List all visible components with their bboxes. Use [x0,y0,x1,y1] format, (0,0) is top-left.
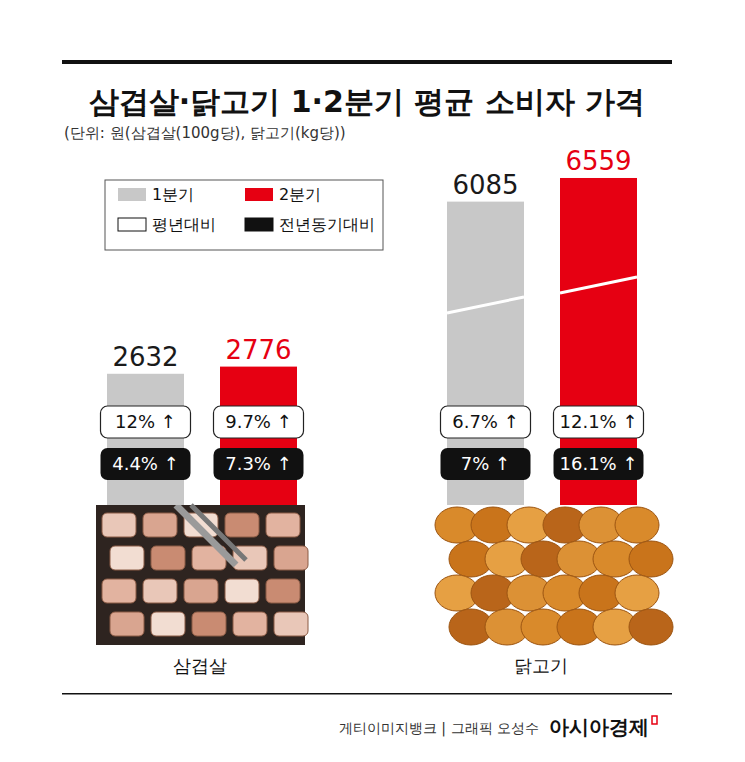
badge-label: 4.4% ↑ [112,453,179,474]
badge-label: 7.3% ↑ [225,453,292,474]
publisher: 아시아경제 [549,715,649,739]
legend-swatch [245,188,273,201]
badge-label: 6.7% ↑ [452,411,519,432]
bar [560,178,637,505]
badge-vs-normal [214,406,304,438]
legend-swatch [118,188,146,201]
photo-chicken [435,505,673,645]
publisher-mark [652,716,657,724]
scale-break [447,297,524,313]
badge-label: 12.1% ↑ [560,411,638,432]
scale-break [560,277,637,293]
chart: 삼겹살·닭고기 1·2분기 평균 소비자 가격 (단위: 원(삼겹살(100g당)… [0,0,745,762]
data-label: 2776 [225,335,291,365]
badge-vs-last-year [214,448,304,480]
badge-vs-last-year [101,448,191,480]
legend-label: 전년동기대비 [279,215,375,234]
top-rule [62,60,672,64]
legend-frame [105,180,383,250]
legend: 1분기 2분기평년대비 전년동기대비 [105,180,383,250]
bar [107,374,184,505]
photo-pork [96,505,308,645]
badge-label: 12% ↑ [115,411,176,432]
legend-label: 1분기 [152,185,194,204]
badge-vs-normal [441,406,531,438]
bottom-rule [62,693,672,695]
legend-label: 2분기 [279,185,321,204]
badge-label: 9.7% ↑ [225,411,292,432]
legend-swatch [245,218,273,231]
category-label: 삼겹살 [173,655,227,676]
category-label: 닭고기 [514,655,568,676]
badge-label: 16.1% ↑ [560,453,638,474]
data-label: 6085 [452,170,518,200]
badge-vs-last-year [441,448,531,480]
badge-label: 7% ↑ [461,453,510,474]
data-label: 6559 [565,146,631,176]
legend-swatch [118,218,146,231]
badge-vs-last-year [554,448,644,480]
title: 삼겹살·닭고기 1·2분기 평균 소비자 가격 [89,84,645,119]
legend-label: 평년대비 [152,215,216,234]
badge-vs-normal [101,406,191,438]
subtitle: (단위: 원(삼겹살(100g당), 닭고기(kg당)) [64,124,346,142]
data-label: 2632 [112,342,178,372]
labels: 2632 12% ↑ 4.4% ↑ 6085 6.7% ↑ 7% ↑ 2776 9.7% ↑ 7… [101,146,644,480]
source: 게티이미지뱅크 | 그래픽 오성수 [339,720,539,737]
badge-vs-normal [554,406,644,438]
